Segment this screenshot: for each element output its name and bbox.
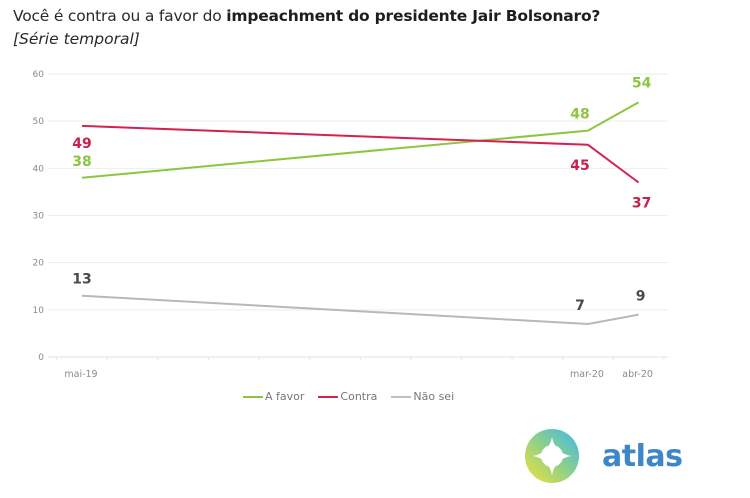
data-label: 38 xyxy=(72,154,91,170)
x-tick-label: abr-20 xyxy=(622,369,653,380)
x-tick-label: mai-19 xyxy=(64,369,97,380)
title-plain: Você é contra ou a favor do xyxy=(13,7,227,25)
atlas-logo-text: atlas xyxy=(602,438,683,474)
series-line-n-o-sei xyxy=(81,294,639,325)
title-bold: impeachment do presidente Jair Bolsonaro… xyxy=(226,7,601,25)
chart-subtitle: [Série temporal] xyxy=(13,30,140,48)
atlas-logo: atlas xyxy=(524,428,683,484)
gridlines xyxy=(48,73,668,358)
data-labels: 38 48 54 49 45 37 13 7 9 xyxy=(72,75,651,314)
legend-swatch-nao-sei xyxy=(391,395,412,398)
data-label: 48 xyxy=(570,107,589,123)
data-label: 45 xyxy=(570,158,589,174)
legend-swatch-a-favor xyxy=(243,395,263,398)
y-tick-label: 30 xyxy=(33,212,45,222)
legend-item-a-favor: A favor xyxy=(243,390,304,403)
y-tick-label: 50 xyxy=(33,117,45,127)
legend-item-contra: Contra xyxy=(318,390,377,403)
series-line-contra xyxy=(81,124,640,184)
y-tick-label: 10 xyxy=(33,306,45,316)
legend-swatch-contra xyxy=(318,395,339,398)
y-tick-label: 0 xyxy=(38,353,44,363)
y-tick-label: 20 xyxy=(33,259,45,269)
x-tick-label: mar-20 xyxy=(570,369,604,380)
data-label: 7 xyxy=(575,298,585,314)
data-label: 13 xyxy=(72,272,91,288)
y-tick-label: 60 xyxy=(33,70,45,80)
y-axis: 0 10 20 30 40 50 60 xyxy=(33,70,45,363)
legend-label-a-favor: A favor xyxy=(265,390,305,403)
legend-item-nao-sei: Não sei xyxy=(391,390,454,403)
legend-label-nao-sei: Não sei xyxy=(413,390,455,403)
series-lines xyxy=(81,101,640,325)
legend: A favor Contra Não sei xyxy=(243,390,454,403)
atlas-logo-icon xyxy=(525,429,579,483)
data-label: 9 xyxy=(636,289,646,305)
data-label: 54 xyxy=(632,75,652,91)
series-line-a-favor xyxy=(81,101,640,179)
legend-label-contra: Contra xyxy=(340,390,378,403)
data-label: 49 xyxy=(72,136,91,152)
x-axis: mai-19 mar-20 abr-20 xyxy=(56,357,665,380)
y-tick-label: 40 xyxy=(33,164,45,174)
chart-title: Você é contra ou a favor do impeachment … xyxy=(13,6,600,26)
data-label: 37 xyxy=(632,195,651,211)
